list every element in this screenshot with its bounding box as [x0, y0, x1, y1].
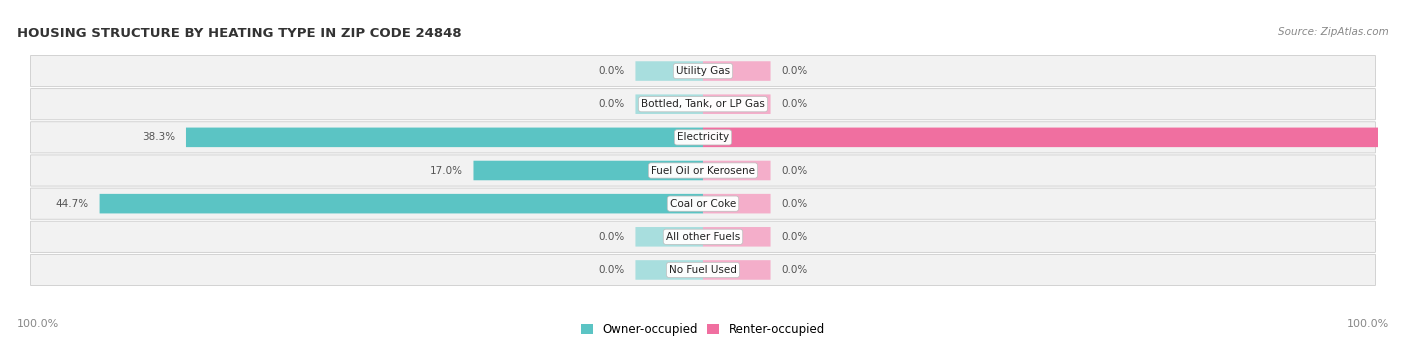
Text: 0.0%: 0.0%: [782, 66, 807, 76]
Text: No Fuel Used: No Fuel Used: [669, 265, 737, 275]
Text: 0.0%: 0.0%: [782, 199, 807, 209]
FancyBboxPatch shape: [703, 194, 770, 213]
Text: 0.0%: 0.0%: [782, 99, 807, 109]
Text: 100.0%: 100.0%: [1347, 320, 1389, 329]
FancyBboxPatch shape: [703, 161, 770, 180]
Text: HOUSING STRUCTURE BY HEATING TYPE IN ZIP CODE 24848: HOUSING STRUCTURE BY HEATING TYPE IN ZIP…: [17, 27, 461, 40]
Text: 0.0%: 0.0%: [782, 265, 807, 275]
FancyBboxPatch shape: [636, 94, 703, 114]
Text: 0.0%: 0.0%: [599, 232, 624, 242]
FancyBboxPatch shape: [474, 161, 703, 180]
Text: Bottled, Tank, or LP Gas: Bottled, Tank, or LP Gas: [641, 99, 765, 109]
FancyBboxPatch shape: [703, 260, 770, 280]
FancyBboxPatch shape: [100, 194, 703, 213]
Text: Electricity: Electricity: [676, 132, 730, 142]
Text: 38.3%: 38.3%: [142, 132, 176, 142]
Text: 0.0%: 0.0%: [782, 165, 807, 176]
FancyBboxPatch shape: [31, 254, 1375, 285]
FancyBboxPatch shape: [636, 227, 703, 247]
Text: 0.0%: 0.0%: [599, 265, 624, 275]
FancyBboxPatch shape: [31, 89, 1375, 120]
FancyBboxPatch shape: [703, 227, 770, 247]
FancyBboxPatch shape: [636, 260, 703, 280]
FancyBboxPatch shape: [31, 155, 1375, 186]
Legend: Owner-occupied, Renter-occupied: Owner-occupied, Renter-occupied: [581, 324, 825, 337]
FancyBboxPatch shape: [703, 61, 770, 81]
FancyBboxPatch shape: [636, 61, 703, 81]
Text: Source: ZipAtlas.com: Source: ZipAtlas.com: [1278, 27, 1389, 37]
FancyBboxPatch shape: [186, 128, 703, 147]
Text: 100.0%: 100.0%: [17, 320, 59, 329]
Text: 0.0%: 0.0%: [599, 99, 624, 109]
Text: 44.7%: 44.7%: [56, 199, 89, 209]
FancyBboxPatch shape: [31, 56, 1375, 87]
FancyBboxPatch shape: [31, 122, 1375, 153]
Text: Fuel Oil or Kerosene: Fuel Oil or Kerosene: [651, 165, 755, 176]
Text: All other Fuels: All other Fuels: [666, 232, 740, 242]
FancyBboxPatch shape: [31, 221, 1375, 252]
Text: 0.0%: 0.0%: [599, 66, 624, 76]
Text: 0.0%: 0.0%: [782, 232, 807, 242]
FancyBboxPatch shape: [31, 188, 1375, 219]
Text: Coal or Coke: Coal or Coke: [669, 199, 737, 209]
Text: Utility Gas: Utility Gas: [676, 66, 730, 76]
FancyBboxPatch shape: [703, 94, 770, 114]
FancyBboxPatch shape: [703, 128, 1406, 147]
Text: 17.0%: 17.0%: [430, 165, 463, 176]
